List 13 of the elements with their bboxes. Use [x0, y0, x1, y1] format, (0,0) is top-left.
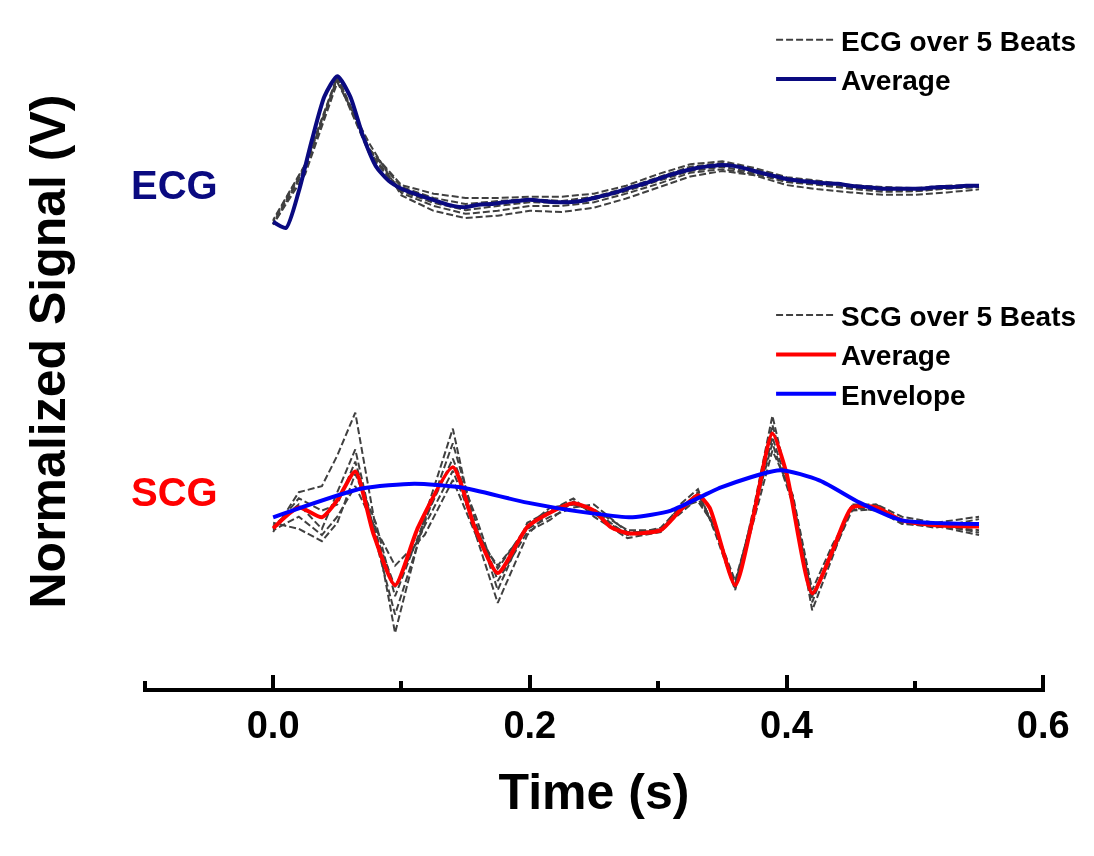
legend-label: SCG over 5 Beats — [841, 300, 1077, 332]
x-tick-label: 0.0 — [246, 703, 300, 746]
legend-label: Envelope — [841, 379, 966, 411]
legend-label: Average — [841, 340, 951, 372]
x-tick-label: 0.4 — [760, 703, 813, 746]
x-axis-title: Time (s) — [498, 763, 690, 820]
x-tick-label: 0.6 — [1016, 703, 1070, 746]
annotation: ECG — [131, 163, 218, 207]
annotation: SCG — [131, 470, 218, 514]
y-axis-title: Normalized Signal (V) — [20, 94, 76, 609]
legend-label: ECG over 5 Beats — [841, 25, 1077, 57]
legend-label: Average — [841, 65, 951, 97]
x-tick-label: 0.2 — [503, 703, 557, 746]
